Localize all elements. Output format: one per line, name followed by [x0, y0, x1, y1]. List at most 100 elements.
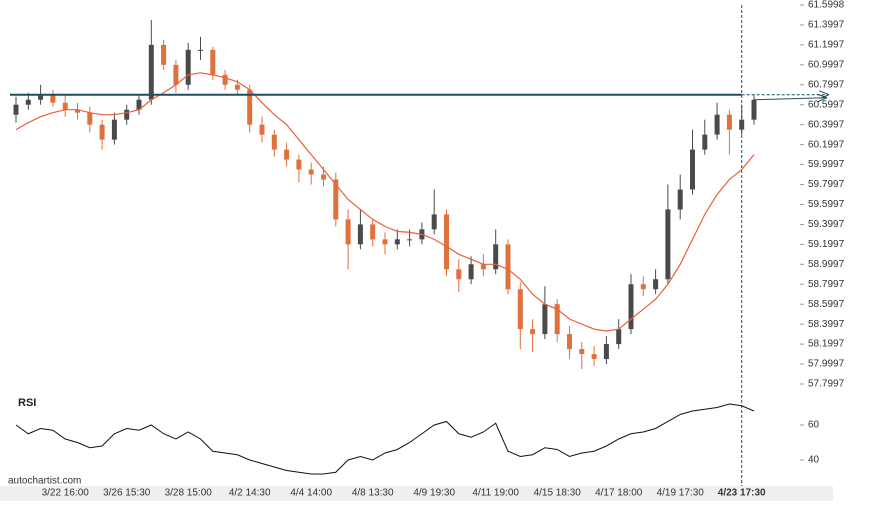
candle-body: [62, 102, 68, 110]
candle-body: [554, 304, 560, 335]
candle-body: [456, 269, 462, 280]
candle-body: [75, 109, 80, 113]
candle-body: [394, 239, 400, 245]
candle-body: [542, 304, 548, 335]
x-tick-label: 4/19 17:30: [657, 488, 705, 499]
x-tick-label: 4/15 18:30: [534, 488, 582, 499]
rsi-line: [15, 403, 755, 475]
candle-body: [173, 64, 179, 85]
candle-body: [530, 329, 536, 335]
candle-body: [284, 149, 290, 160]
y-tick-label: 60.9997: [808, 59, 845, 70]
candle-body: [444, 214, 449, 270]
y-tick-label: 59.9997: [808, 159, 845, 170]
y-tick-label: 60.1997: [808, 139, 845, 150]
x-tick-label: 4/4 14:00: [290, 488, 332, 499]
x-tick-label: 4/11 19:00: [472, 488, 519, 499]
x-tick-label: 3/28 15:00: [165, 488, 213, 499]
candle-body: [382, 239, 388, 245]
candle-body: [505, 244, 511, 290]
y-tick-label: 57.9997: [808, 359, 845, 370]
x-tick-label: 3/22 16:00: [42, 488, 90, 499]
candle-body: [333, 179, 339, 220]
candle-body: [185, 49, 191, 85]
y-tick-label: 58.3997: [808, 319, 845, 330]
candle-body: [702, 134, 708, 150]
x-tick-label: 4/8 13:30: [352, 488, 394, 499]
candle-body: [148, 44, 154, 100]
candle-body: [726, 114, 732, 130]
candle-body: [640, 284, 646, 290]
candle-body: [567, 334, 572, 350]
candle-body: [99, 124, 105, 140]
candle-body: [271, 134, 277, 150]
y-tick-label: 58.9997: [808, 259, 845, 270]
y-tick-label: 57.7997: [808, 379, 845, 390]
y-tick-label: 60.7997: [808, 79, 845, 90]
candle-body: [690, 149, 695, 190]
y-tick-label: 61.3997: [808, 20, 845, 31]
y-tick-label: 40: [808, 455, 820, 466]
y-tick-label: 58.7997: [808, 279, 845, 290]
y-tick-label: 59.7997: [808, 179, 845, 190]
candle-body: [247, 89, 253, 125]
candle-body: [321, 174, 326, 180]
candle-body: [259, 124, 265, 135]
candle-body: [677, 189, 683, 210]
candle-body: [50, 94, 56, 103]
y-tick-label: 58.1997: [808, 339, 845, 350]
candle-body: [111, 119, 117, 140]
candle-body: [25, 99, 31, 105]
rsi-title: RSI: [18, 397, 36, 409]
candle-body: [714, 114, 720, 135]
candle-body: [308, 169, 314, 175]
candle-body: [579, 349, 585, 355]
candle-body: [493, 244, 499, 270]
y-tick-label: 59.1997: [808, 239, 845, 250]
x-tick-label: 4/23 17:30: [718, 488, 766, 499]
y-tick-label: 61.5998: [808, 0, 845, 11]
candle-body: [739, 119, 745, 130]
candle-body: [407, 239, 413, 241]
candle-body: [161, 44, 167, 65]
candle-body: [616, 329, 622, 345]
candle-body: [198, 49, 203, 51]
candle-body: [210, 49, 216, 75]
candle-body: [591, 354, 597, 360]
candle-body: [431, 214, 437, 230]
candle-body: [357, 224, 363, 245]
candle-body: [38, 94, 44, 100]
moving-average: [15, 72, 755, 332]
candle-body: [124, 109, 130, 120]
y-tick-label: 60.5997: [808, 99, 845, 110]
candle-body: [370, 224, 376, 240]
candle-body: [296, 159, 302, 170]
x-tick-label: 4/17 18:00: [595, 488, 643, 499]
candle-body: [136, 99, 142, 110]
y-tick-label: 60: [808, 420, 820, 431]
x-tick-label: 3/26 15:30: [103, 488, 151, 499]
candle-body: [468, 264, 474, 280]
x-tick-label: 4/9 19:30: [413, 488, 455, 499]
candle-body: [87, 112, 93, 125]
candle-body: [234, 84, 240, 90]
source: autochartist.com: [8, 476, 81, 487]
y-tick-label: 58.5997: [808, 299, 845, 310]
forecast-arrow: [753, 98, 826, 100]
y-tick-label: 59.5997: [808, 199, 845, 210]
candle-body: [603, 344, 609, 360]
y-tick-label: 60.3997: [808, 119, 845, 130]
x-axis-band: [0, 486, 833, 501]
candle-body: [517, 289, 523, 330]
x-tick-label: 4/2 14:30: [229, 488, 271, 499]
candle-body: [480, 264, 486, 270]
candle-body: [628, 284, 634, 330]
candle-body: [751, 99, 757, 120]
candle-body: [653, 279, 659, 290]
candle-body: [665, 209, 671, 280]
candle-body: [13, 104, 19, 115]
y-tick-label: 59.3997: [808, 219, 845, 230]
y-tick-label: 61.1997: [808, 40, 845, 51]
candle-body: [222, 74, 228, 85]
